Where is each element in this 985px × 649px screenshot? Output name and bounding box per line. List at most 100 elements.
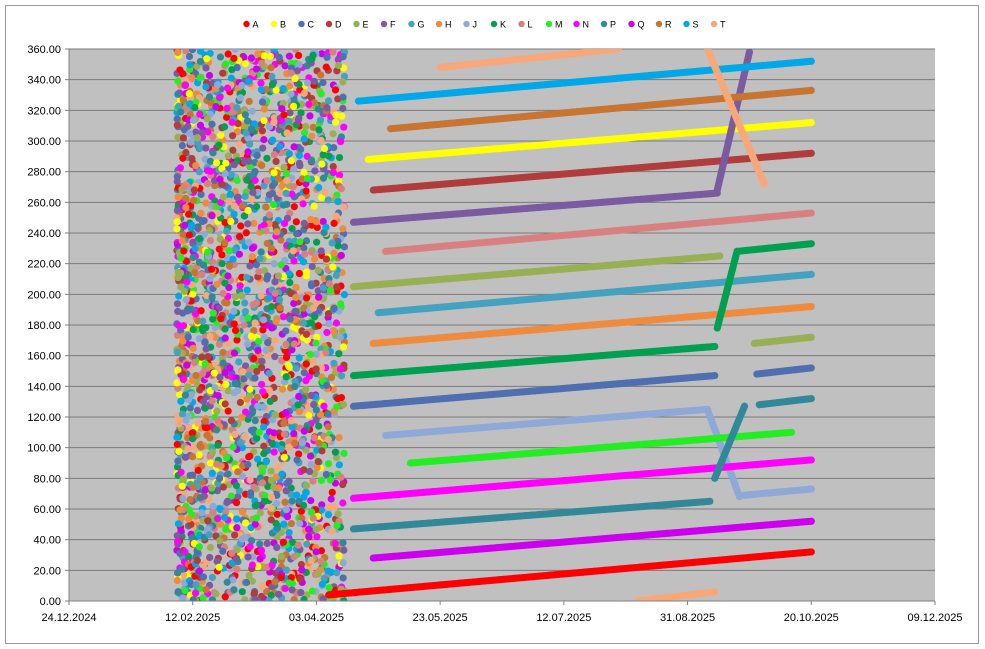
point-J	[185, 130, 194, 138]
y-axis-ticks: 0.0020.0040.0060.0080.00100.00120.00140.…	[27, 44, 69, 608]
point-P	[256, 540, 264, 548]
point-K	[188, 435, 197, 443]
point-C	[268, 182, 277, 190]
point-N	[281, 584, 289, 593]
point-J	[336, 333, 344, 342]
point-F	[306, 467, 314, 476]
point-P	[174, 588, 182, 596]
point-G	[332, 271, 340, 280]
point-G	[265, 597, 273, 601]
point-N	[236, 282, 244, 290]
point-F	[194, 225, 202, 233]
point-P	[230, 586, 238, 594]
y-tick-label: 220.00	[27, 259, 61, 271]
point-R	[271, 578, 279, 586]
point-C	[246, 489, 255, 497]
point-F	[292, 307, 300, 316]
point-J	[287, 90, 295, 98]
point-H	[292, 293, 300, 301]
point-C	[208, 120, 216, 128]
point-G	[205, 531, 213, 539]
point-B	[215, 563, 223, 571]
legend-label-C: C	[308, 20, 315, 30]
point-N	[223, 104, 231, 112]
point-R	[267, 244, 276, 253]
point-N	[192, 310, 200, 318]
point-Q	[221, 334, 229, 342]
point-F	[311, 167, 319, 175]
point-Q	[319, 217, 327, 226]
point-M	[192, 98, 200, 106]
point-T	[180, 571, 188, 579]
point-A	[221, 593, 229, 601]
point-F	[173, 206, 181, 215]
point-B	[242, 519, 250, 527]
legend-marker-C	[298, 20, 305, 28]
point-K	[263, 154, 271, 162]
point-C	[807, 364, 815, 372]
point-E	[237, 291, 245, 300]
point-K	[300, 595, 308, 601]
legend-label-B: B	[280, 20, 286, 30]
point-B	[285, 363, 293, 371]
point-P	[205, 93, 214, 101]
point-C	[283, 479, 291, 487]
point-F	[173, 532, 181, 540]
point-C	[319, 78, 327, 87]
point-B	[189, 290, 197, 298]
point-D	[322, 255, 331, 263]
point-R	[186, 110, 194, 119]
legend-label-T: T	[720, 20, 726, 30]
point-P	[248, 537, 256, 545]
point-A	[230, 54, 238, 62]
point-B	[317, 193, 326, 202]
point-G	[275, 296, 284, 304]
point-A	[180, 247, 188, 255]
point-M	[324, 460, 333, 468]
point-Q	[306, 452, 315, 460]
point-B	[217, 131, 225, 139]
point-E	[213, 407, 221, 415]
data-points	[173, 49, 815, 601]
point-M	[201, 360, 209, 368]
point-C	[330, 304, 338, 313]
point-T	[328, 527, 336, 535]
legend-marker-S	[683, 20, 690, 28]
point-C	[322, 470, 330, 479]
point-N	[204, 128, 212, 136]
point-G	[208, 573, 217, 582]
point-K	[268, 440, 277, 448]
point-T	[325, 503, 333, 511]
point-K	[215, 141, 223, 149]
point-K	[228, 66, 236, 74]
point-D	[219, 483, 227, 491]
point-B	[174, 366, 182, 374]
point-G	[196, 474, 204, 482]
point-A	[279, 538, 287, 546]
point-N	[332, 319, 341, 327]
point-K	[307, 319, 315, 327]
point-B	[190, 539, 198, 548]
point-R	[327, 373, 336, 382]
point-R	[262, 203, 270, 211]
point-R	[221, 239, 229, 247]
point-H	[312, 218, 321, 226]
point-A	[302, 187, 310, 195]
point-N	[302, 377, 310, 385]
point-R	[309, 123, 317, 131]
point-E	[267, 467, 275, 475]
point-F	[296, 162, 304, 170]
point-C	[300, 244, 308, 252]
x-tick-label: 03.04.2025	[289, 612, 344, 624]
legend-label-E: E	[363, 20, 369, 30]
point-A	[223, 113, 231, 121]
point-S	[245, 77, 253, 86]
point-E	[219, 193, 227, 201]
point-Q	[260, 136, 268, 144]
point-B	[320, 144, 329, 153]
point-F	[181, 453, 190, 461]
point-R	[317, 71, 325, 79]
point-T	[285, 443, 293, 451]
legend-marker-E	[353, 20, 360, 28]
